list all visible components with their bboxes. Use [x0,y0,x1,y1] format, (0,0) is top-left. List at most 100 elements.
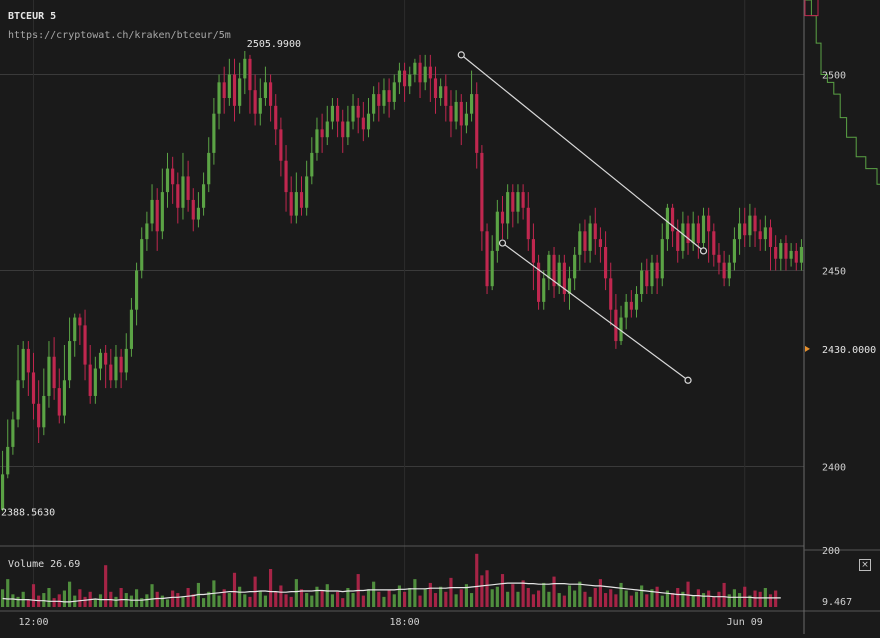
candle-body [114,356,118,381]
candle-body [480,152,484,232]
volume-bar [439,586,443,607]
volume-bar [629,595,633,607]
close-volume-icon[interactable]: × [859,559,871,571]
candle-body [31,372,36,404]
candle-body [593,223,597,240]
volume-bar [732,589,736,607]
volume-bar [660,595,664,607]
trendline-handle [699,247,708,255]
candle-body [392,82,396,102]
candle-body [712,231,716,255]
y-tick-label: 2400 [822,463,846,474]
candle-body [361,117,365,130]
candle-body [284,160,288,193]
volume-bar [104,565,108,607]
candle-body [253,90,257,114]
volume-bar [531,594,535,607]
volume-bar [593,588,597,607]
volume-bar [758,591,762,607]
candle-body [794,250,798,263]
candle-body [598,239,602,247]
volume-bar [135,589,139,607]
trendline-handle [684,376,692,384]
volume-bar [701,593,706,607]
candle-body [490,250,494,287]
volume-bar [557,593,561,607]
volume-bar [645,594,649,607]
candle-body [37,403,41,428]
candle-body [305,176,309,208]
candle-body [366,113,371,130]
candle-body [470,94,474,114]
candle-body [176,184,180,208]
candle-body [6,446,10,475]
volume-bar [428,582,432,607]
source-url[interactable]: https://cryptowat.ch/kraken/btceur/5m [8,30,231,41]
volume-bar [248,596,252,607]
volume-bar [634,591,639,607]
candle-body [11,419,15,447]
volume-bar [676,588,680,607]
volume-bar [37,595,41,607]
volume-bar [691,595,695,607]
volume-bar [696,589,700,607]
candle-body [1,474,5,510]
volume-bar [165,599,170,607]
volume-bar [387,590,391,607]
candle-body [475,94,479,153]
volume-bar [521,580,525,607]
candle-body [78,317,82,326]
volume-bar [310,595,314,607]
volume-bar [16,596,20,607]
volume-bar [774,590,778,607]
volume-bar [707,590,711,607]
volume-bar [372,581,376,607]
candle-body [696,223,700,244]
candle-body [135,270,139,310]
candle-body [274,105,278,130]
candle-body [495,211,499,251]
volume-bar [305,593,309,607]
volume-bar [150,584,154,607]
candle-body [330,105,334,122]
candle-body [645,270,649,287]
candle-body [227,74,231,99]
candle-body [165,168,170,193]
candle-body [16,380,20,420]
candle-body [459,101,463,126]
volume-bar [232,572,237,607]
volume-bar [289,596,293,607]
candle-body [743,223,747,236]
candle-body [619,317,623,342]
x-tick-label: 12:00 [18,617,48,628]
candle-body [140,239,144,271]
volume-bar [140,598,144,607]
volume-bar [119,588,123,607]
volume-bar [433,593,438,607]
volume-bar [341,598,345,607]
volume-bar [26,599,30,607]
candle-body [104,352,108,365]
volume-bar [11,594,15,607]
candle-body [701,215,706,244]
volume-bar [738,593,742,607]
volume-bar [511,584,515,607]
trendline-drawings[interactable] [457,51,708,384]
volume-bar [222,589,226,607]
upper-trendline [460,54,704,252]
candle-body [433,78,438,99]
volume-bar [258,590,262,607]
axes-layer: 2500 2450 2400 12:00 18:00 Jun 09 2505.9… [1,39,876,628]
candle-body [604,246,608,279]
candles-layer [1,51,803,512]
volume-bar [42,593,46,607]
candle-body [640,270,644,295]
candle-body [289,192,293,216]
volume-bar [516,591,520,607]
candle-body [588,223,592,251]
volume-bar [129,595,133,607]
volume-bar [47,588,51,607]
volume-bar [114,596,118,607]
volume-bar [547,591,551,607]
